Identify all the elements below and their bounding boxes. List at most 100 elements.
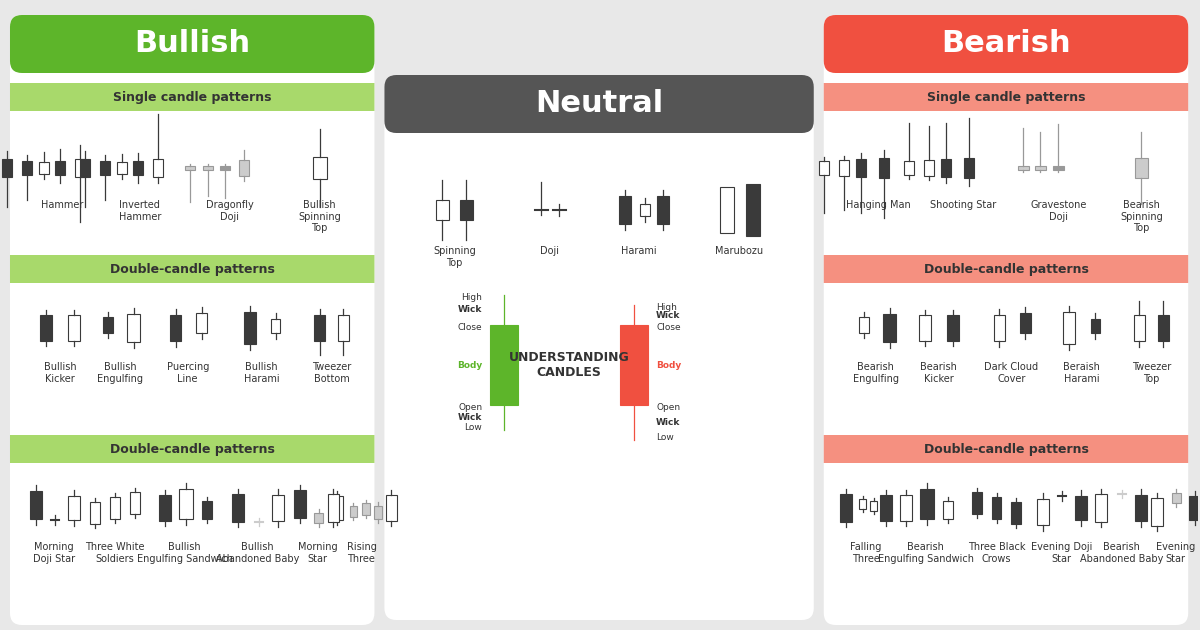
Text: Body: Body [656,360,682,370]
FancyBboxPatch shape [900,495,912,521]
FancyBboxPatch shape [197,313,208,333]
FancyBboxPatch shape [823,435,1188,463]
FancyBboxPatch shape [152,159,163,177]
FancyBboxPatch shape [823,15,1188,73]
FancyBboxPatch shape [244,312,256,344]
FancyBboxPatch shape [179,489,193,519]
FancyBboxPatch shape [10,15,374,73]
Text: Double-candle patterns: Double-candle patterns [109,442,275,455]
Text: Morning
Doji Star: Morning Doji Star [32,542,74,564]
Text: Morning
Star: Morning Star [298,542,337,564]
FancyBboxPatch shape [919,315,931,341]
Text: Hanging Man: Hanging Man [846,200,911,210]
Text: Spinning
Top: Spinning Top [433,246,475,268]
FancyBboxPatch shape [436,200,449,220]
FancyBboxPatch shape [991,497,1002,519]
FancyBboxPatch shape [116,162,127,174]
FancyBboxPatch shape [823,83,1188,111]
Text: Three Black
Crows: Three Black Crows [967,542,1025,564]
FancyBboxPatch shape [1096,494,1108,522]
FancyBboxPatch shape [746,184,760,236]
Text: Wick: Wick [656,418,680,427]
Text: Bullish
Spinning
Top: Bullish Spinning Top [298,200,341,233]
FancyBboxPatch shape [1135,158,1147,178]
FancyBboxPatch shape [90,502,100,524]
Text: Bullish
Engulfing Sandwich: Bullish Engulfing Sandwich [137,542,233,564]
FancyBboxPatch shape [170,315,181,341]
FancyBboxPatch shape [1012,502,1021,524]
FancyBboxPatch shape [74,159,85,177]
FancyBboxPatch shape [1018,166,1028,170]
Text: High: High [462,292,482,302]
FancyBboxPatch shape [1038,499,1050,525]
FancyBboxPatch shape [374,505,383,518]
FancyBboxPatch shape [314,513,323,523]
FancyBboxPatch shape [880,495,892,521]
Text: Bearish
Abandoned Baby: Bearish Abandoned Baby [1080,542,1163,564]
FancyBboxPatch shape [384,75,814,620]
Text: Open: Open [656,403,680,411]
Text: Bullish
Harami: Bullish Harami [244,362,280,384]
Text: Doji: Doji [540,246,559,256]
FancyBboxPatch shape [10,83,374,111]
FancyBboxPatch shape [1135,495,1147,521]
FancyBboxPatch shape [1171,493,1181,503]
Text: Bullish
Engulfing: Bullish Engulfing [97,362,143,384]
FancyBboxPatch shape [823,15,1188,625]
Text: Rising
Three: Rising Three [347,542,377,564]
FancyBboxPatch shape [10,435,374,463]
FancyBboxPatch shape [491,325,518,405]
Text: Marubozu: Marubozu [715,246,763,256]
FancyBboxPatch shape [103,317,113,333]
FancyBboxPatch shape [1052,166,1064,170]
Text: Close: Close [656,323,680,331]
FancyBboxPatch shape [460,200,473,220]
Text: Bearish
Kicker: Bearish Kicker [920,362,958,384]
FancyBboxPatch shape [271,495,283,521]
FancyBboxPatch shape [1189,496,1200,520]
Text: Bearish
Spinning
Top: Bearish Spinning Top [1120,200,1163,233]
FancyBboxPatch shape [964,158,973,178]
FancyBboxPatch shape [818,161,829,175]
FancyBboxPatch shape [878,158,889,178]
FancyBboxPatch shape [10,15,374,625]
FancyBboxPatch shape [947,315,959,341]
Text: Harami: Harami [622,246,656,256]
FancyBboxPatch shape [1151,498,1163,526]
Text: UNDERSTANDING
CANDLES: UNDERSTANDING CANDLES [509,351,630,379]
Text: Double-candle patterns: Double-candle patterns [924,442,1088,455]
Text: Bearish: Bearish [941,30,1070,59]
FancyBboxPatch shape [362,503,371,515]
FancyBboxPatch shape [10,255,374,283]
FancyBboxPatch shape [185,166,194,170]
FancyBboxPatch shape [203,166,212,170]
FancyBboxPatch shape [840,494,852,522]
Text: High: High [656,302,677,311]
FancyBboxPatch shape [110,497,120,519]
Text: Dragonfly
Doji: Dragonfly Doji [205,200,253,222]
Text: Double-candle patterns: Double-candle patterns [924,263,1088,275]
FancyBboxPatch shape [658,196,668,224]
FancyBboxPatch shape [68,315,80,341]
FancyBboxPatch shape [55,161,65,175]
Text: Double-candle patterns: Double-candle patterns [109,263,275,275]
FancyBboxPatch shape [202,501,211,519]
FancyBboxPatch shape [133,161,143,175]
Text: Neutral: Neutral [535,89,664,118]
FancyBboxPatch shape [1134,315,1145,341]
FancyBboxPatch shape [40,315,52,341]
FancyBboxPatch shape [942,501,953,519]
FancyBboxPatch shape [2,159,12,177]
Text: Puercing
Line: Puercing Line [167,362,209,384]
Text: Bearish
Engulfing Sandwich: Bearish Engulfing Sandwich [877,542,973,564]
Text: Tweezer
Bottom: Tweezer Bottom [312,362,352,384]
Text: Three White
Soldiers: Three White Soldiers [85,542,144,564]
Text: Close: Close [457,323,482,331]
Text: Bullish
Kicker: Bullish Kicker [43,362,77,384]
FancyBboxPatch shape [271,319,280,333]
FancyBboxPatch shape [232,494,244,522]
Text: Wick: Wick [656,311,680,319]
FancyBboxPatch shape [68,496,80,520]
Text: Body: Body [457,360,482,370]
FancyBboxPatch shape [100,161,110,175]
